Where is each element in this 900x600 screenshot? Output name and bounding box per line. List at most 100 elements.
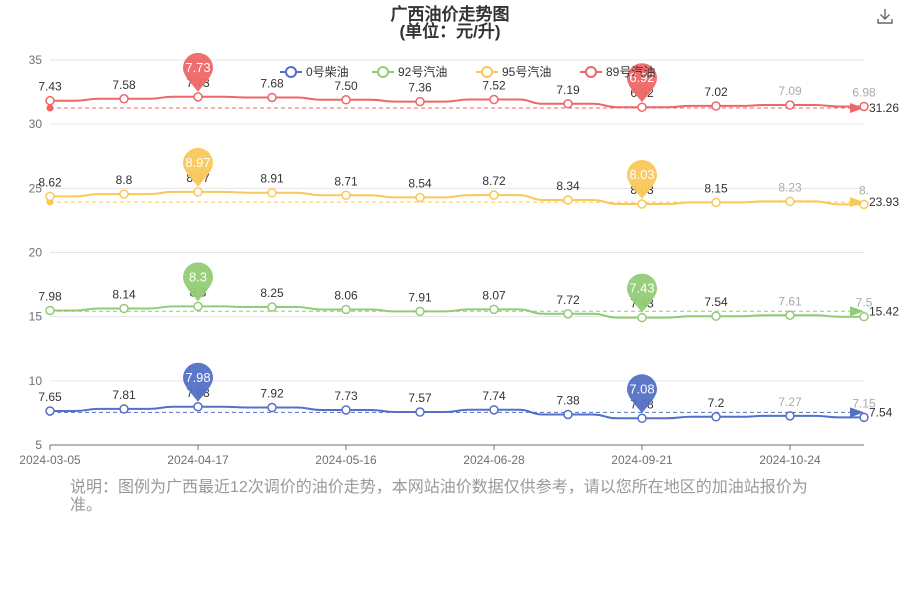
series-2-data-label: 8.34 [556, 179, 580, 193]
series-0-max-pin [183, 362, 213, 402]
series-2-data-label: 8.62 [38, 175, 62, 189]
series-2-line [50, 190, 864, 206]
series-1-data-label: 8.14 [112, 287, 136, 301]
series-1-point[interactable] [193, 301, 203, 312]
series-2-point[interactable] [711, 197, 721, 208]
legend-item-3[interactable]: 89号汽油 [580, 64, 655, 79]
series-3-max-label: 7.73 [185, 60, 210, 75]
series-1-point[interactable] [45, 305, 55, 316]
series-1-average-arrow [850, 306, 864, 317]
y-tick-label: 20 [29, 246, 43, 260]
series-2-min-label: 8.03 [629, 167, 654, 182]
series-2-point[interactable] [341, 190, 351, 201]
series-3-data-label: 7.36 [408, 81, 432, 95]
legend-label: 92号汽油 [398, 64, 447, 79]
series-3-max-pin [183, 52, 213, 92]
legend-marker [377, 66, 389, 78]
series-0-point[interactable] [563, 409, 573, 420]
series-3-point[interactable] [193, 92, 203, 102]
series-3-point[interactable] [415, 96, 425, 107]
series-1-point[interactable] [415, 306, 425, 317]
series-0-data-label: 7.15 [852, 396, 876, 410]
series-3-point[interactable] [563, 99, 573, 109]
legend-label: 89号汽油 [606, 64, 655, 79]
y-tick-label: 25 [29, 181, 43, 195]
series-2-point[interactable] [859, 199, 869, 210]
series-2-data-label: 8.91 [260, 172, 284, 186]
y-tick-label: 15 [29, 310, 43, 324]
series-1-average-label: 15.42 [869, 304, 899, 318]
series-1-point[interactable] [637, 312, 647, 323]
series-2-point[interactable] [785, 196, 795, 207]
series-2-point[interactable] [563, 195, 573, 205]
series-3-data-label: 7.58 [112, 78, 136, 92]
series-3-point[interactable] [859, 101, 869, 112]
series-1-max-pin [183, 262, 213, 302]
series-3-point[interactable] [637, 102, 647, 112]
series-2-point[interactable] [45, 191, 55, 202]
series-1-point[interactable] [119, 303, 129, 314]
series-3-point[interactable] [45, 95, 55, 106]
series-3-point[interactable] [711, 101, 721, 111]
series-1-min-pin [627, 273, 657, 313]
legend-label: 95号汽油 [502, 64, 551, 79]
series-1-point[interactable] [489, 304, 499, 315]
series-3-point[interactable] [341, 95, 351, 105]
series-3-point[interactable] [267, 92, 277, 103]
series-2-max-pin [183, 147, 213, 187]
series-0-point[interactable] [193, 402, 203, 412]
chart-title: 广西油价走势图 [390, 5, 510, 24]
series-0-data-label: 7.2 [708, 396, 725, 410]
series-0-point[interactable] [119, 404, 129, 414]
download-icon[interactable] [876, 7, 894, 25]
series-1-data-label: 7.5 [856, 296, 873, 310]
series-1-point[interactable] [341, 304, 351, 315]
series-2-data-label: 8.71 [334, 174, 358, 188]
series-2-point[interactable] [267, 187, 277, 198]
series-0-max-label: 7.98 [185, 370, 210, 385]
series-1-point[interactable] [859, 311, 869, 322]
x-tick-label: 2024-10-24 [759, 453, 821, 467]
series-0-point[interactable] [341, 405, 351, 415]
series-2-point[interactable] [489, 190, 499, 200]
series-1-point[interactable] [711, 311, 721, 321]
series-2-point[interactable] [637, 199, 647, 209]
series-3-point[interactable] [489, 94, 499, 105]
series-2-point[interactable] [193, 187, 203, 197]
series-2-data-label: 8.72 [482, 174, 506, 188]
legend-item-0[interactable]: 0号柴油 [280, 65, 349, 79]
x-tick-label: 2024-06-28 [463, 453, 525, 467]
series-0-point[interactable] [711, 412, 721, 422]
legend-item-2[interactable]: 95号汽油 [476, 64, 551, 79]
series-0-point[interactable] [637, 413, 647, 424]
series-2-max-label: 8.97 [185, 155, 210, 170]
series-0-point[interactable] [267, 402, 277, 413]
series-1-data-label: 7.61 [778, 294, 802, 308]
series-1-point[interactable] [563, 309, 573, 319]
series-0-data-label: 7.73 [334, 389, 358, 403]
series-0-point[interactable] [415, 407, 425, 417]
series-1-point[interactable] [267, 302, 277, 312]
series-0-point[interactable] [489, 405, 499, 415]
series-3-point[interactable] [119, 94, 129, 104]
series-1-max-label: 8.3 [189, 269, 207, 284]
series-2-data-label: 8.15 [704, 181, 728, 195]
legend-item-1[interactable]: 92号汽油 [372, 64, 447, 79]
series-2-data-label: 8.8 [116, 173, 133, 187]
series-3-point[interactable] [785, 100, 795, 110]
series-2-point[interactable] [415, 192, 425, 203]
series-3-data-label: 7.09 [778, 84, 802, 98]
series-1-point[interactable] [785, 310, 795, 321]
series-3-average-arrow [850, 102, 864, 113]
legend-marker [481, 66, 493, 78]
series-0-point[interactable] [859, 412, 869, 423]
series-3-data-label: 6.98 [852, 85, 876, 99]
series-0-point[interactable] [785, 411, 795, 421]
series-3-data-label: 7.19 [556, 83, 580, 97]
series-3-data-label: 7.50 [334, 79, 358, 93]
series-3-data-label: 7.52 [482, 79, 506, 93]
series-0-point[interactable] [45, 406, 55, 416]
series-2-point[interactable] [119, 189, 129, 199]
series-0-line [50, 405, 864, 420]
